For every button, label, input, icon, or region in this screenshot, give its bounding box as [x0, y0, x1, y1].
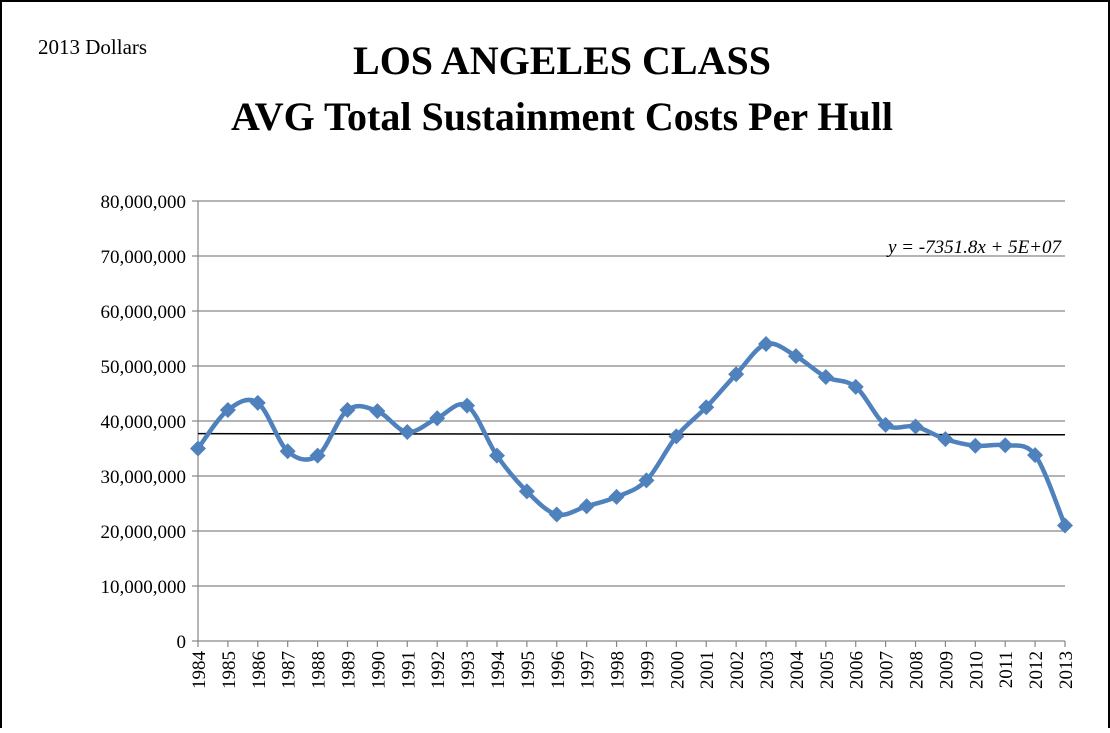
marker — [309, 447, 326, 464]
x-tick-label: 2001 — [697, 651, 718, 689]
x-tick-label: 1997 — [578, 651, 599, 689]
x-tick-label: 2000 — [667, 651, 688, 689]
x-tick-label: 1999 — [637, 651, 658, 689]
marker — [967, 437, 984, 454]
x-tick-label: 2002 — [727, 651, 748, 689]
y-tick-label: 60,000,000 — [101, 302, 187, 323]
x-tick-label: 2006 — [847, 651, 868, 689]
marker — [728, 366, 745, 383]
x-tick-label: 1988 — [309, 651, 330, 689]
marker — [787, 348, 804, 365]
marker — [488, 447, 505, 464]
x-tick-label: 2011 — [996, 651, 1017, 688]
marker — [1027, 447, 1044, 464]
y-tick-label: 20,000,000 — [101, 522, 187, 543]
marker — [817, 369, 834, 385]
x-tick-label: 1989 — [338, 651, 359, 689]
x-tick-label: 2003 — [757, 651, 778, 689]
chart-title: LOS ANGELES CLASS — [353, 38, 771, 83]
x-tick-label: 1990 — [368, 651, 389, 689]
x-tick-label: 2005 — [817, 651, 838, 689]
y-tick-label: 80,000,000 — [101, 192, 187, 213]
x-tick-label: 1985 — [219, 651, 240, 689]
marker — [877, 416, 894, 433]
x-tick-label: 2012 — [1026, 651, 1047, 689]
x-tick-label: 1986 — [249, 651, 270, 689]
marker — [190, 440, 206, 457]
x-tick-label: 1991 — [398, 651, 419, 689]
marker — [459, 397, 476, 414]
marker — [339, 402, 356, 418]
marker — [279, 443, 296, 460]
x-tick-label: 2013 — [1056, 651, 1077, 689]
marker — [758, 336, 775, 352]
marker — [399, 424, 416, 440]
x-tick-label: 2004 — [787, 651, 808, 690]
marker — [638, 472, 655, 489]
marker — [668, 428, 685, 445]
marker — [1057, 517, 1073, 534]
marker — [429, 410, 446, 427]
x-tick-label: 1992 — [428, 651, 449, 689]
x-tick-label: 2007 — [877, 651, 898, 689]
marker — [518, 483, 535, 500]
x-tick-label: 2008 — [907, 651, 928, 689]
x-tick-label: 1994 — [488, 651, 509, 690]
marker — [698, 399, 715, 416]
y-tick-label: 0 — [177, 632, 187, 653]
marker — [369, 403, 386, 420]
y-tick-label: 50,000,000 — [101, 357, 187, 378]
x-tick-label: 1993 — [458, 651, 479, 689]
x-tick-label: 2010 — [966, 651, 987, 689]
chart-subtitle: AVG Total Sustainment Costs Per Hull — [231, 94, 893, 139]
x-tick-label: 1998 — [608, 651, 629, 689]
chart-note: 2013 Dollars — [38, 35, 147, 59]
marker — [548, 506, 565, 523]
marker — [608, 488, 625, 505]
x-tick-label: 1987 — [279, 651, 300, 689]
marker — [937, 431, 954, 448]
marker — [578, 498, 595, 515]
marker — [249, 394, 266, 411]
marker — [997, 437, 1014, 454]
y-tick-label: 10,000,000 — [101, 577, 187, 598]
marker — [219, 402, 236, 418]
x-tick-label: 2009 — [936, 651, 957, 689]
marker — [847, 378, 864, 395]
marker — [907, 418, 924, 435]
y-tick-label: 30,000,000 — [101, 467, 187, 488]
x-tick-label: 1984 — [189, 651, 210, 690]
x-tick-label: 1995 — [518, 651, 539, 689]
trendline — [197, 432, 1066, 436]
y-tick-label: 40,000,000 — [101, 412, 187, 433]
trendline-equation: y = -7351.8x + 5E+07 — [886, 237, 1063, 258]
y-tick-label: 70,000,000 — [101, 247, 187, 268]
x-tick-label: 1996 — [548, 651, 569, 689]
